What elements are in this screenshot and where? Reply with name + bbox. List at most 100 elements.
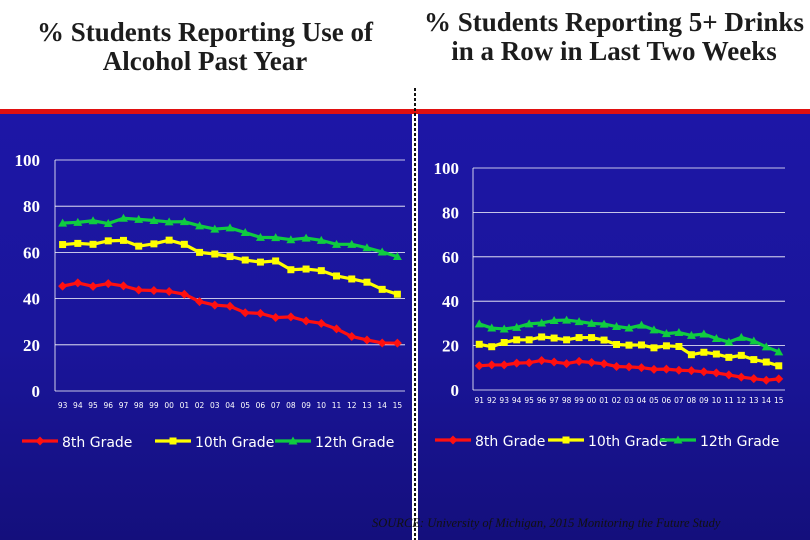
left-y-tick-label: 0 [32,382,41,401]
left-point-grade12 [271,233,281,242]
left-point-grade12 [58,218,68,227]
left-point-grade10 [135,242,143,250]
left-point-grade10 [256,258,264,266]
left-chart-panel [0,114,412,540]
left-point-grade10 [150,240,158,248]
right-point-grade12 [661,329,671,338]
left-point-grade10 [363,278,371,286]
right-point-grade8 [549,357,559,367]
left-chart-title: % Students Reporting Use of Alcohol Past… [36,17,373,76]
right-point-grade8 [512,358,522,368]
right-point-grade10 [588,334,596,342]
left-point-grade8 [149,286,159,296]
right-point-grade12 [587,318,597,327]
right-x-tick-label: 96 [537,396,547,405]
left-point-grade10 [302,265,310,273]
left-legend-marker-grade12 [288,436,298,445]
left-point-grade8 [118,281,128,291]
left-point-grade8 [377,338,387,348]
right-point-grade12 [612,322,622,331]
right-point-grade10 [725,353,733,361]
left-point-grade8 [347,331,357,341]
right-x-tick-label: 14 [762,396,772,405]
right-point-grade12 [636,320,646,329]
right-point-grade10 [712,350,720,358]
left-x-tick-label: 03 [210,401,220,410]
right-point-grade10 [525,336,533,344]
right-legend-marker-grade12 [673,435,683,444]
left-point-grade8 [332,324,342,334]
left-x-tick-label: 98 [134,401,144,410]
right-legend-label-grade12: 12th Grade [700,434,779,450]
right-point-grade12 [761,342,771,351]
right-x-tick-label: 07 [674,396,684,405]
right-legend-label-grade8: 8th Grade [475,434,545,450]
left-x-tick-label: 11 [332,401,342,410]
left-x-tick-label: 97 [119,401,129,410]
left-x-tick-label: 14 [377,401,387,410]
left-x-tick-label: 07 [271,401,281,410]
left-point-grade8 [316,318,326,328]
source-citation: SOURCE: University of Michigan, 2015 Mon… [372,516,721,530]
left-point-grade8 [134,285,144,295]
right-point-grade10 [700,348,708,356]
right-x-tick-label: 94 [512,396,522,405]
left-point-grade12 [392,252,402,261]
right-x-tick-label: 02 [612,396,622,405]
right-point-grade10 [613,340,621,348]
right-point-grade10 [550,334,558,342]
right-legend-marker-grade8 [448,435,458,445]
left-point-grade10 [378,285,386,293]
right-point-grade8 [537,355,547,365]
right-point-grade10 [488,343,496,351]
right-point-grade8 [587,357,597,367]
left-point-grade12 [103,219,113,228]
left-point-grade12 [377,247,387,256]
right-point-grade12 [736,332,746,341]
right-point-grade8 [736,372,746,382]
left-x-tick-label: 93 [58,401,68,410]
right-point-grade10 [563,336,571,344]
right-point-grade12 [649,325,659,334]
right-point-grade10 [538,333,546,341]
left-x-tick-label: 08 [286,401,296,410]
right-point-grade10 [575,334,583,342]
right-x-tick-label: 03 [624,396,634,405]
left-x-tick-label: 96 [103,401,113,410]
left-legend-label-grade8: 8th Grade [62,435,132,451]
left-point-grade10 [317,267,325,275]
left-x-tick-label: 05 [240,401,250,410]
left-x-tick-label: 09 [301,401,311,410]
left-point-grade8 [210,300,220,310]
right-point-grade12 [774,347,784,356]
left-point-grade8 [103,279,113,289]
left-point-grade8 [73,278,83,288]
right-point-grade10 [762,358,770,366]
left-point-grade8 [301,316,311,326]
right-point-grade12 [624,323,634,332]
left-x-tick-label: 13 [362,401,372,410]
right-point-grade12 [537,318,547,327]
left-point-grade10 [196,248,204,256]
left-series-line-grade8 [62,281,398,345]
right-point-grade12 [549,316,559,325]
left-point-grade10 [272,257,280,265]
right-point-grade12 [524,319,534,328]
left-x-tick-label: 15 [393,401,403,410]
right-point-grade12 [562,315,572,324]
left-point-grade12 [73,217,83,226]
left-point-grade8 [286,312,296,322]
right-point-grade8 [499,360,509,370]
left-point-grade10 [226,253,234,261]
right-point-grade8 [674,365,684,375]
dotted-divider-line [414,88,416,540]
right-point-grade12 [499,324,509,333]
left-x-tick-label: 94 [73,401,83,410]
right-legend-marker-grade10 [562,436,570,444]
left-x-tick-label: 04 [225,401,235,410]
right-x-tick-label: 01 [599,396,609,405]
left-x-tick-label: 06 [256,401,266,410]
right-x-tick-label: 08 [687,396,697,405]
right-point-grade12 [749,336,759,345]
right-point-grade10 [675,342,683,350]
